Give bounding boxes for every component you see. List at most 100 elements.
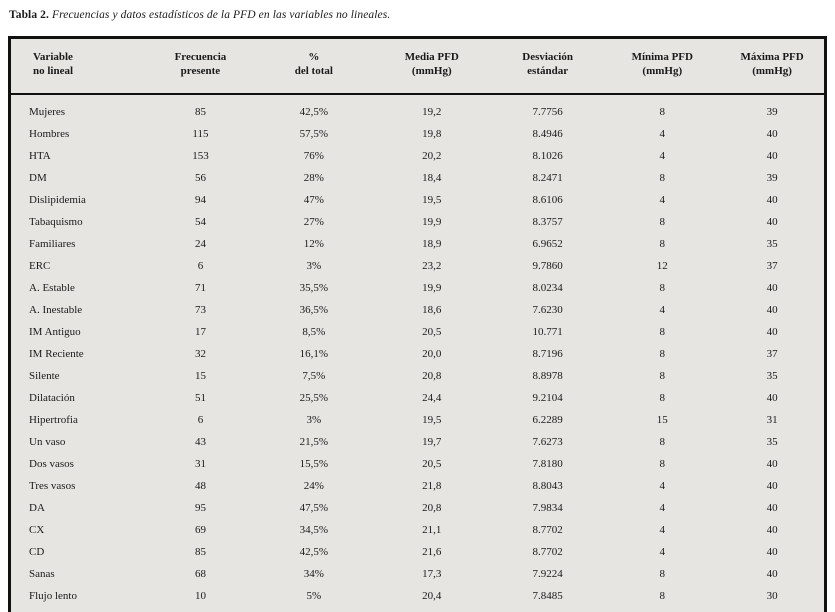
value-cell: 21,8 bbox=[422, 480, 442, 492]
value-cell: 19,9 bbox=[422, 216, 442, 228]
row-label-cell: Mujeres bbox=[29, 106, 66, 118]
value-cell: 8 bbox=[659, 348, 666, 360]
value-cell: 153 bbox=[192, 150, 209, 162]
row-label-cell: Dilatación bbox=[29, 392, 75, 404]
column-header-line: Mínima PFD bbox=[631, 50, 693, 63]
table-row: IM Reciente 32 16,1% 20,0 8.7196 8 37 bbox=[10, 343, 826, 365]
value-cell: 20,8 bbox=[422, 502, 442, 514]
value-cell: 4 bbox=[659, 304, 666, 316]
column-header-line: % bbox=[308, 50, 320, 63]
column-header-desviacion: Desviación estándar bbox=[490, 37, 605, 95]
row-label-cell: Hipertrofia bbox=[29, 414, 78, 426]
value-cell: 40 bbox=[766, 502, 778, 514]
value-cell: 94 bbox=[194, 194, 206, 206]
value-cell: 40 bbox=[766, 392, 778, 404]
value-cell: 4 bbox=[659, 194, 666, 206]
row-label-cell: Sanas bbox=[29, 568, 55, 580]
value-cell: 4 bbox=[659, 546, 666, 558]
value-cell: 7.9834 bbox=[532, 502, 563, 514]
table-caption: Tabla 2. Frecuencias y datos estadístico… bbox=[9, 9, 390, 21]
column-header-line: estándar bbox=[527, 65, 569, 77]
value-cell: 35 bbox=[766, 238, 778, 250]
row-label-cell: A. Estable bbox=[29, 282, 75, 294]
value-cell: 9.7860 bbox=[532, 260, 563, 272]
value-cell: 8.8043 bbox=[532, 480, 563, 492]
value-cell: 40 bbox=[766, 150, 778, 162]
value-cell: 8 bbox=[659, 106, 666, 118]
value-cell: 18,4 bbox=[422, 172, 442, 184]
value-cell: 20,5 bbox=[422, 458, 442, 470]
value-cell: 51 bbox=[194, 392, 206, 404]
value-cell: 6 bbox=[197, 260, 204, 272]
row-label-cell: Tres vasos bbox=[29, 480, 76, 492]
value-cell: 9.2104 bbox=[532, 392, 563, 404]
value-cell: 8 bbox=[659, 458, 666, 470]
column-header-minima: Mínima PFD (mmHg) bbox=[604, 37, 721, 95]
value-cell: 8.8978 bbox=[532, 370, 563, 382]
column-header-line: (mmHg) bbox=[411, 65, 452, 77]
value-cell: 12 bbox=[656, 260, 668, 272]
value-cell: 36,5% bbox=[299, 304, 329, 316]
row-label-cell: Hombres bbox=[29, 128, 70, 140]
value-cell: 8 bbox=[659, 282, 666, 294]
value-cell: 6 bbox=[197, 414, 204, 426]
value-cell: 19,2 bbox=[422, 106, 442, 118]
value-cell: 20,8 bbox=[422, 370, 442, 382]
value-cell: 8.2471 bbox=[532, 172, 563, 184]
value-cell: 7.6273 bbox=[532, 436, 563, 448]
value-cell: 20,0 bbox=[422, 348, 442, 360]
value-cell: 4 bbox=[659, 128, 666, 140]
row-label-cell: CX bbox=[29, 524, 45, 536]
value-cell: 7.6230 bbox=[532, 304, 563, 316]
value-cell: 40 bbox=[766, 326, 778, 338]
table-row: Hombres 115 57,5% 19,8 8.4946 4 40 bbox=[10, 123, 826, 145]
column-header-line: Máxima PFD bbox=[740, 50, 804, 63]
value-cell: 35 bbox=[766, 370, 778, 382]
value-cell: 30 bbox=[766, 590, 778, 602]
value-cell: 8.7702 bbox=[532, 524, 563, 536]
value-cell: 7.7756 bbox=[532, 106, 563, 118]
value-cell: 6.2289 bbox=[532, 414, 563, 426]
value-cell: 71 bbox=[194, 282, 206, 294]
value-cell: 20,2 bbox=[422, 150, 442, 162]
table-row: Sanas 68 34% 17,3 7.9224 8 40 bbox=[10, 563, 826, 585]
value-cell: 39 bbox=[766, 106, 778, 118]
column-header-line: (mmHg) bbox=[752, 65, 792, 77]
value-cell: 19,9 bbox=[422, 282, 442, 294]
value-cell: 17,3 bbox=[422, 568, 442, 580]
value-cell: 43 bbox=[194, 436, 206, 448]
value-cell: 3% bbox=[306, 414, 322, 426]
value-cell: 24 bbox=[194, 238, 206, 250]
value-cell: 25,5% bbox=[299, 392, 329, 404]
table-row: Hipertrofia 6 3% 19,5 6.2289 15 31 bbox=[10, 409, 826, 431]
table-caption-text: Frecuencias y datos estadísticos de la P… bbox=[52, 9, 391, 21]
value-cell: 12% bbox=[303, 238, 324, 250]
value-cell: 68 bbox=[194, 568, 206, 580]
value-cell: 21,5% bbox=[299, 436, 329, 448]
table-row: DM 56 28% 18,4 8.2471 8 39 bbox=[10, 167, 826, 189]
column-header-line: del total bbox=[294, 65, 333, 77]
value-cell: 37 bbox=[766, 260, 778, 272]
row-label-cell: IM Reciente bbox=[29, 348, 84, 360]
row-label-cell: HTA bbox=[29, 150, 51, 162]
value-cell: 15 bbox=[194, 370, 206, 382]
row-label-cell: Silente bbox=[29, 370, 60, 382]
value-cell: 19,5 bbox=[422, 194, 442, 206]
value-cell: 40 bbox=[766, 304, 778, 316]
value-cell: 31 bbox=[194, 458, 206, 470]
value-cell: 8.1026 bbox=[532, 150, 563, 162]
column-header-frecuencia: Frecuencia presente bbox=[145, 37, 256, 95]
row-label-cell: A. Inestable bbox=[29, 304, 83, 316]
value-cell: 40 bbox=[766, 524, 778, 536]
value-cell: 19,8 bbox=[422, 128, 442, 140]
value-cell: 115 bbox=[192, 128, 209, 140]
value-cell: 4 bbox=[659, 502, 666, 514]
value-cell: 28% bbox=[303, 172, 324, 184]
column-header-line: no lineal bbox=[33, 65, 74, 77]
value-cell: 35 bbox=[766, 436, 778, 448]
value-cell: 35,5% bbox=[299, 282, 329, 294]
table-caption-number: Tabla 2. bbox=[9, 9, 50, 21]
row-label-cell: IM Antiguo bbox=[29, 326, 81, 338]
row-label-cell: CD bbox=[29, 546, 45, 558]
